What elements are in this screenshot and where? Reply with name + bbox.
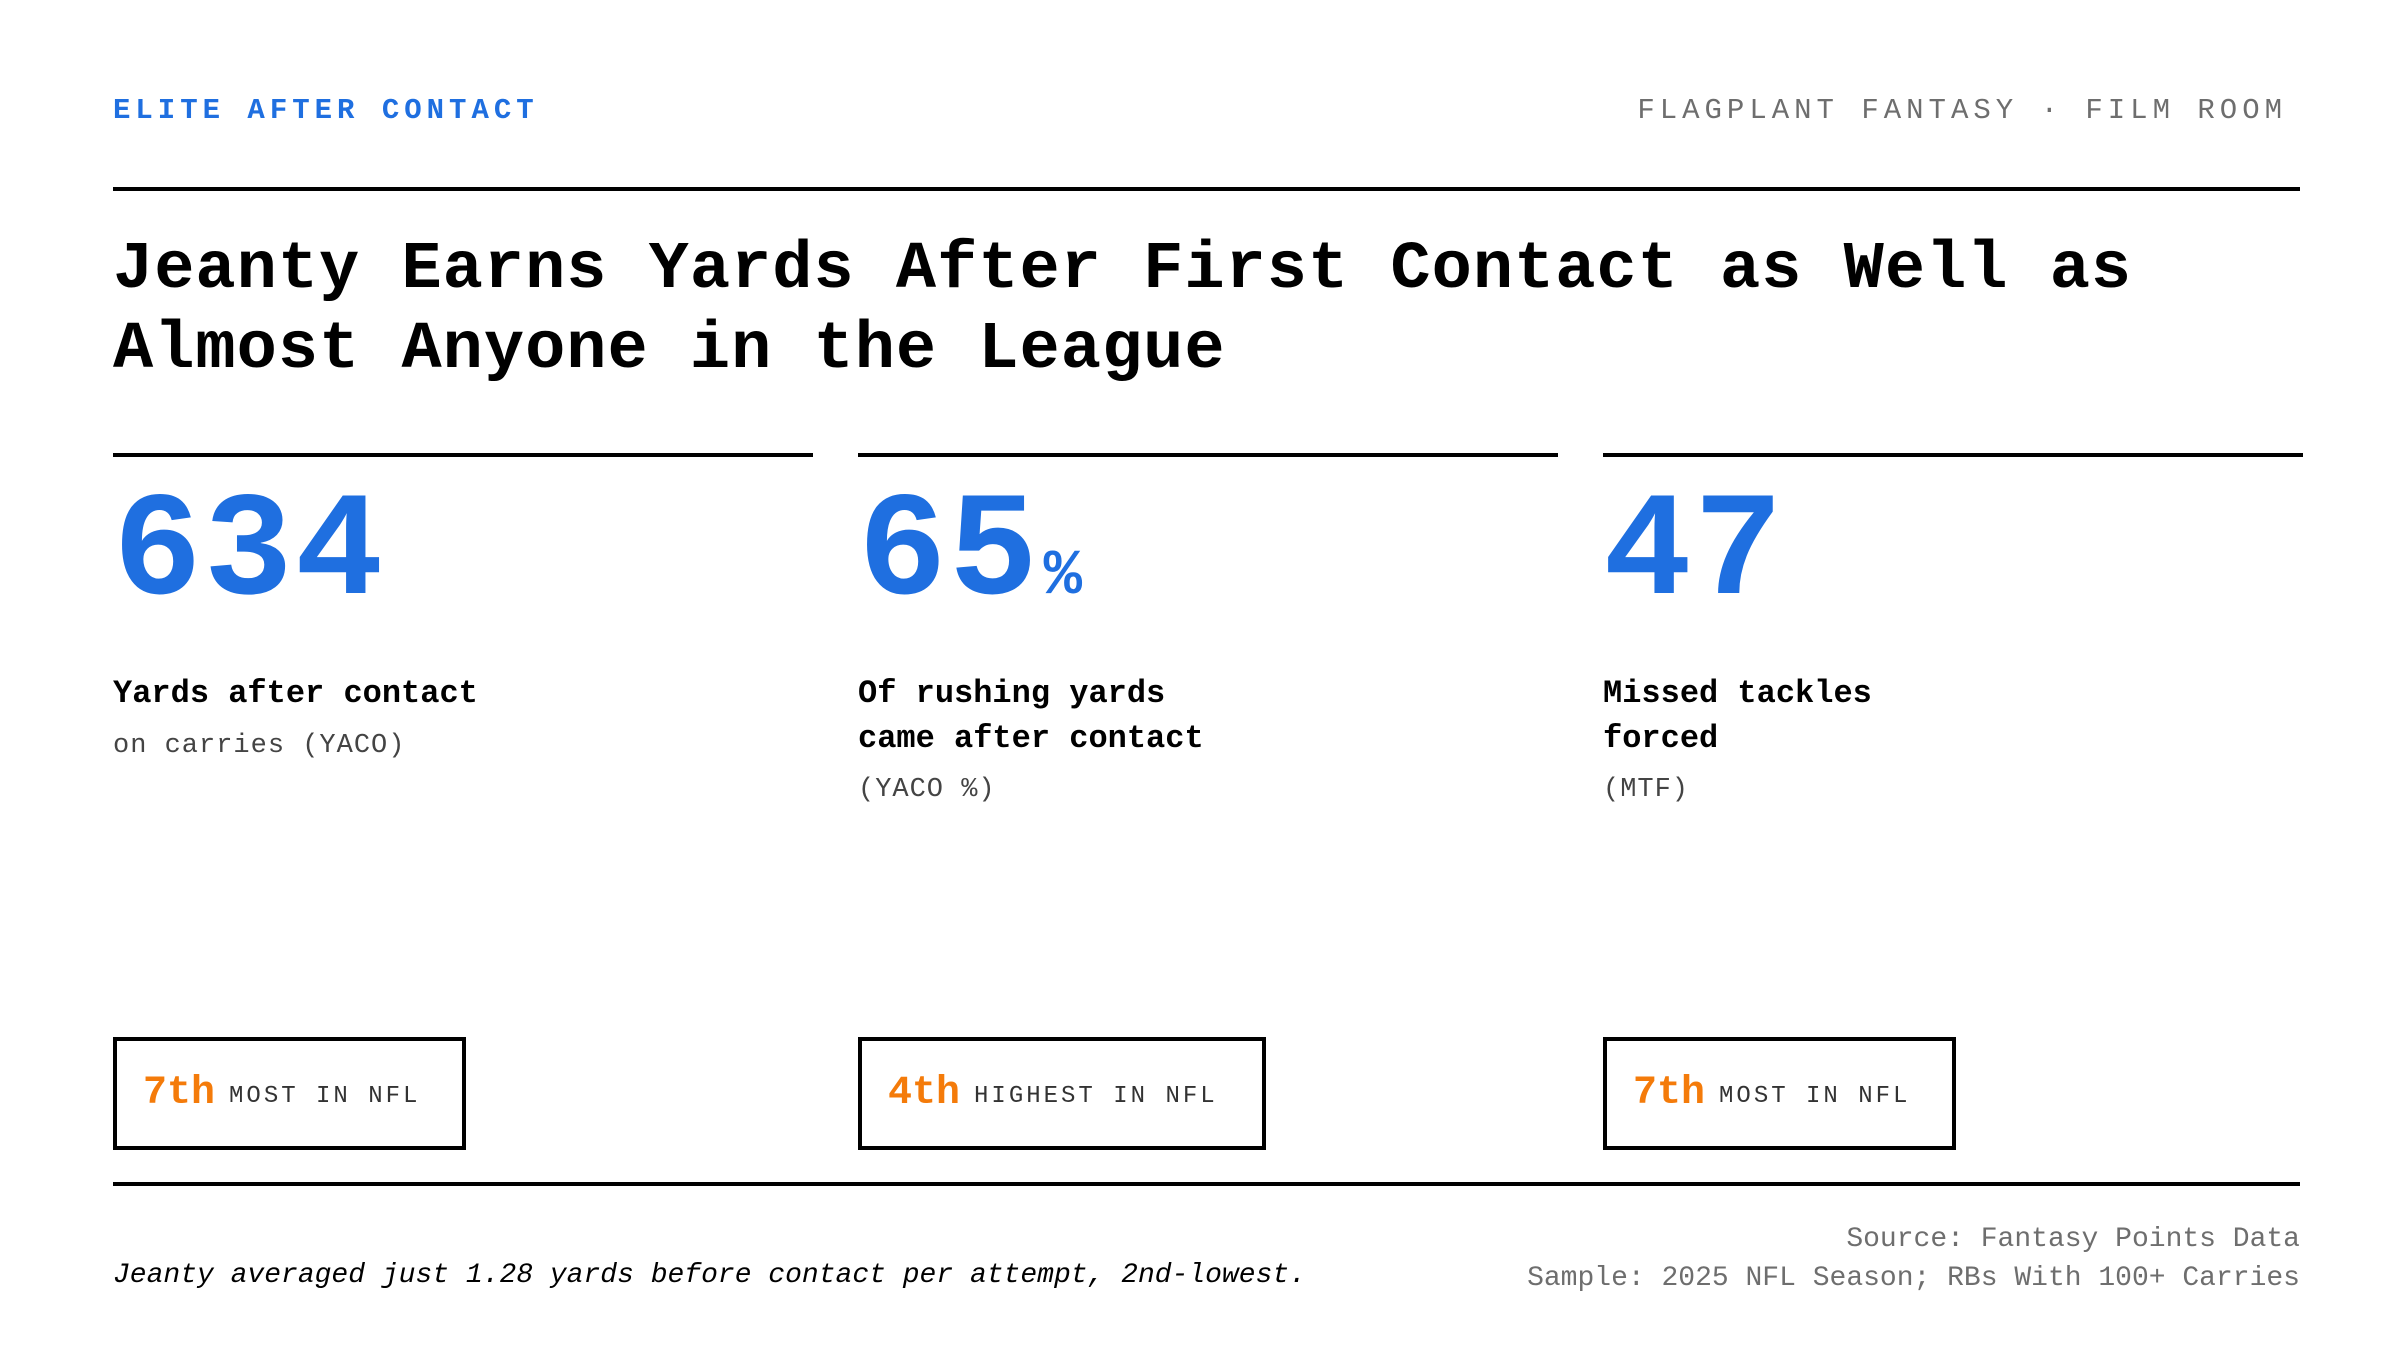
rank-number: 7th (1633, 1071, 1706, 1116)
rank-text: MOST IN NFL (1719, 1083, 1911, 1110)
stat-card-yaco-pct: 65% Of rushing yards came after contact … (858, 453, 1558, 1153)
header: ELITE AFTER CONTACT FLAGPLANT FANTASY · … (113, 94, 2287, 134)
stat-value: 634 (113, 471, 386, 638)
stat-divider (113, 453, 813, 457)
rank-number: 4th (888, 1071, 961, 1116)
stat-value: 47 (1603, 471, 1785, 638)
stat-label: Yards after contact (113, 675, 478, 712)
rank-text: HIGHEST IN NFL (974, 1083, 1218, 1110)
rank-badge: 4th HIGHEST IN NFL (858, 1037, 1266, 1150)
rank-badge: 7th MOST IN NFL (113, 1037, 466, 1150)
rank-number: 7th (143, 1071, 216, 1116)
footnote: Jeanty averaged just 1.28 yards before c… (113, 1260, 1306, 1291)
rank-text: MOST IN NFL (229, 1083, 421, 1110)
sample-line: Sample: 2025 NFL Season; RBs With 100+ C… (1527, 1263, 2300, 1294)
stat-divider (1603, 453, 2303, 457)
stat-sublabel: (MTF) (1603, 775, 1690, 805)
rank-badge: 7th MOST IN NFL (1603, 1037, 1956, 1150)
bottom-divider (113, 1182, 2300, 1186)
stat-sublabel: (YACO %) (858, 775, 996, 805)
section-kicker: ELITE AFTER CONTACT (113, 94, 539, 127)
source-line: Source: Fantasy Points Data (1846, 1224, 2300, 1255)
stat-card-yaco: 634 Yards after contact on carries (YACO… (113, 453, 813, 1153)
brand-label: FLAGPLANT FANTASY · FILM ROOM (1637, 94, 2287, 127)
stat-card-mtf: 47 Missed tackles forced (MTF) 7th MOST … (1603, 453, 2303, 1153)
stat-label: Missed tackles forced (1603, 675, 1872, 757)
source-credit: Source: Fantasy Points Data Sample: 2025… (1527, 1220, 2300, 1298)
stat-value: 65% (858, 471, 1085, 638)
page-title: Jeanty Earns Yards After First Contact a… (113, 232, 2133, 388)
stat-label: Of rushing yards came after contact (858, 675, 1204, 757)
top-divider (113, 187, 2300, 191)
stat-sublabel: on carries (YACO) (113, 731, 406, 761)
stat-divider (858, 453, 1558, 457)
